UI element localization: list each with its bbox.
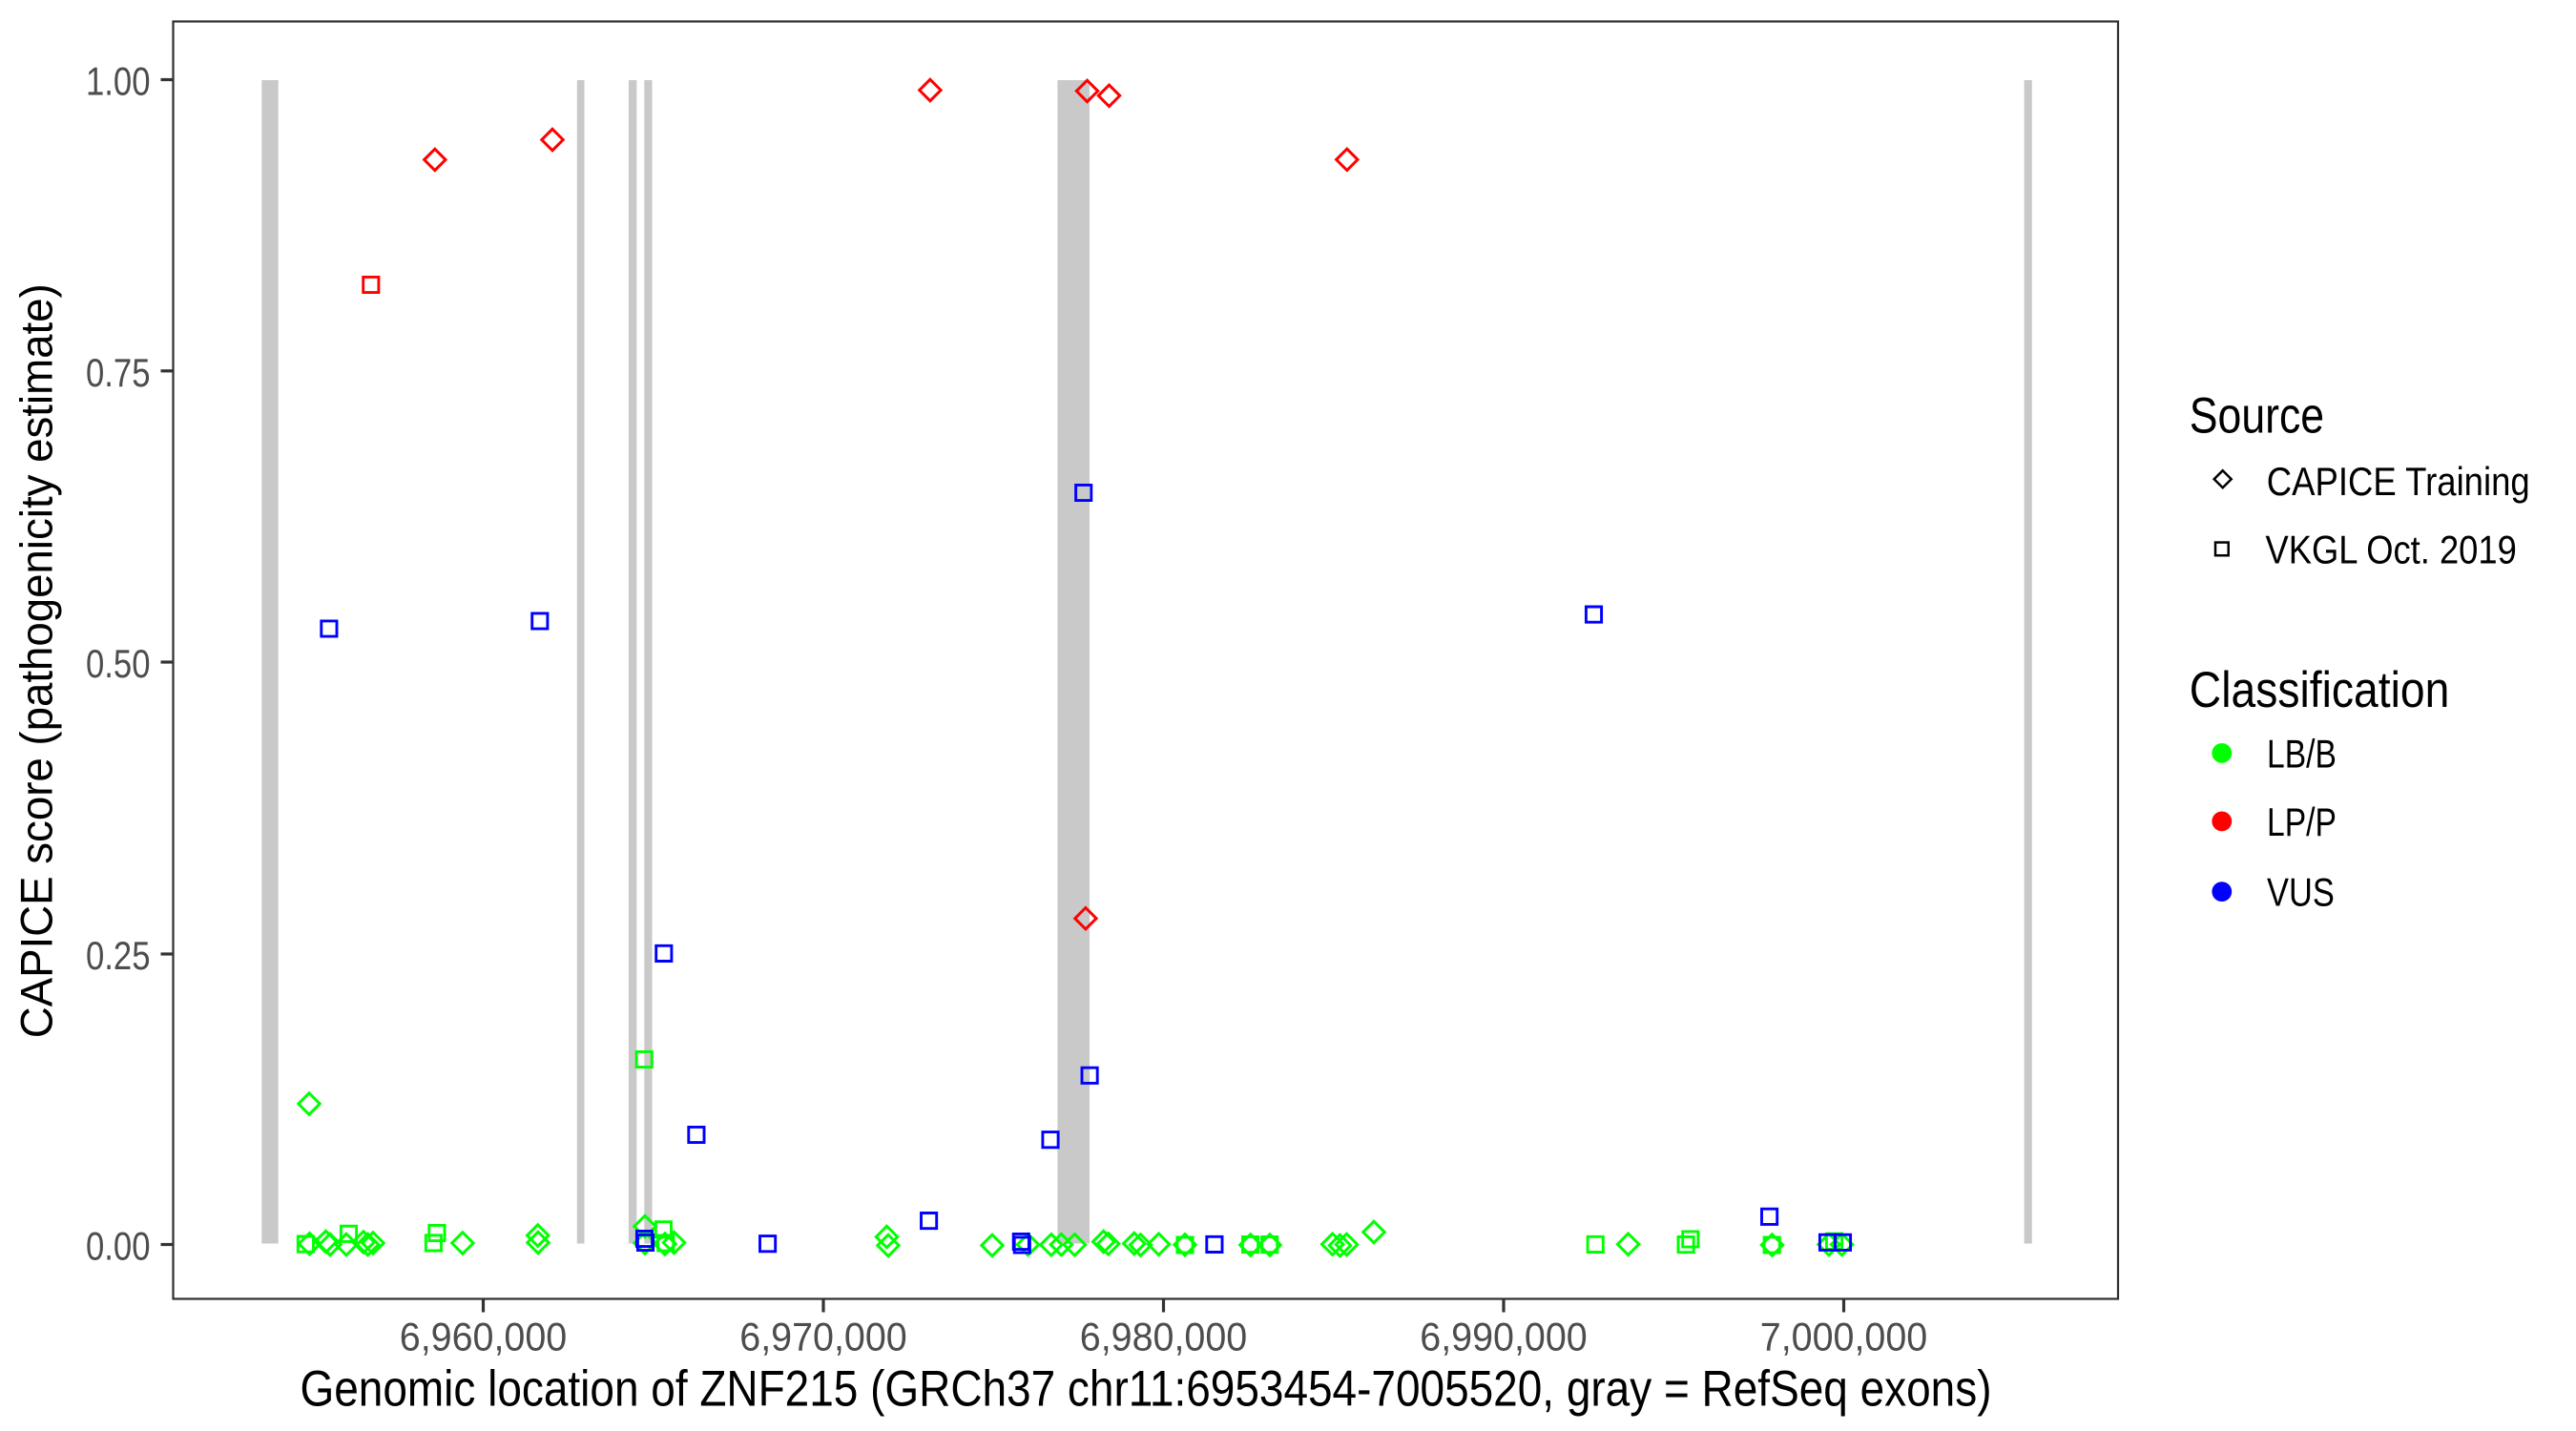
svg-text:0.50: 0.50 (86, 641, 151, 686)
svg-text:6,990,000: 6,990,000 (1420, 1315, 1588, 1359)
svg-text:CAPICE score (pathogenicity es: CAPICE score (pathogenicity estimate) (11, 283, 62, 1038)
svg-text:LP/P: LP/P (2267, 799, 2337, 844)
svg-text:6,960,000: 6,960,000 (400, 1315, 568, 1359)
svg-text:6,970,000: 6,970,000 (739, 1315, 907, 1359)
svg-text:VUS: VUS (2267, 870, 2335, 915)
svg-text:0.00: 0.00 (86, 1224, 151, 1269)
svg-text:6,980,000: 6,980,000 (1080, 1315, 1248, 1359)
svg-text:Source: Source (2190, 388, 2324, 445)
svg-text:Classification: Classification (2190, 662, 2450, 718)
svg-text:0.75: 0.75 (86, 350, 151, 395)
svg-text:0.25: 0.25 (86, 933, 151, 978)
svg-text:1.00: 1.00 (86, 59, 151, 104)
svg-text:Genomic location of ZNF215 (GR: Genomic location of ZNF215 (GRCh37 chr11… (301, 1361, 1992, 1418)
svg-text:VKGL Oct. 2019: VKGL Oct. 2019 (2266, 528, 2517, 572)
svg-text:LB/B: LB/B (2267, 731, 2337, 776)
svg-text:CAPICE Training: CAPICE Training (2267, 459, 2530, 504)
svg-text:7,000,000: 7,000,000 (1760, 1315, 1928, 1359)
